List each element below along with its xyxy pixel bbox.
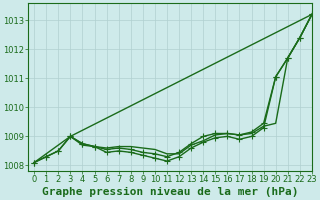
X-axis label: Graphe pression niveau de la mer (hPa): Graphe pression niveau de la mer (hPa) xyxy=(42,187,298,197)
